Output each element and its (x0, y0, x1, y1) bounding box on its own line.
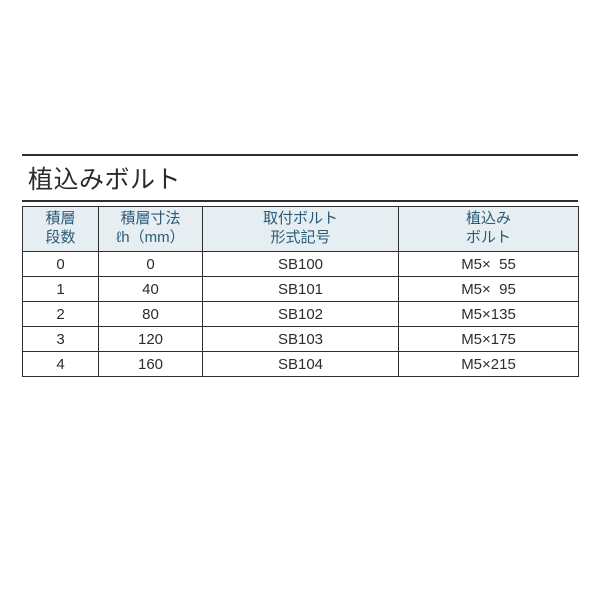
col-header-layers: 積層 段数 (23, 207, 99, 252)
col-header-height: 積層寸法 ℓh（mm） (99, 207, 203, 252)
cell-bolt: M5×135 (399, 302, 579, 327)
cell-model: SB101 (203, 277, 399, 302)
table-row: 0 0 SB100 M5× 55 (23, 252, 579, 277)
cell-height: 80 (99, 302, 203, 327)
col-header-model: 取付ボルト 形式記号 (203, 207, 399, 252)
cell-model: SB104 (203, 352, 399, 377)
cell-bolt: M5× 55 (399, 252, 579, 277)
table-row: 1 40 SB101 M5× 95 (23, 277, 579, 302)
cell-bolt: M5×215 (399, 352, 579, 377)
cell-bolt: M5× 95 (399, 277, 579, 302)
cell-layers: 0 (23, 252, 99, 277)
table-row: 2 80 SB102 M5×135 (23, 302, 579, 327)
cell-model: SB103 (203, 327, 399, 352)
cell-layers: 1 (23, 277, 99, 302)
col-header-bolt: 植込み ボルト (399, 207, 579, 252)
cell-layers: 3 (23, 327, 99, 352)
cell-model: SB100 (203, 252, 399, 277)
table-header-row: 積層 段数 積層寸法 ℓh（mm） 取付ボルト 形式記号 植込み ボルト (23, 207, 579, 252)
cell-height: 40 (99, 277, 203, 302)
cell-height: 160 (99, 352, 203, 377)
section-title: 植込みボルト (22, 154, 578, 202)
spec-table: 積層 段数 積層寸法 ℓh（mm） 取付ボルト 形式記号 植込み ボルト (22, 206, 579, 377)
table-row: 3 120 SB103 M5×175 (23, 327, 579, 352)
cell-height: 0 (99, 252, 203, 277)
cell-height: 120 (99, 327, 203, 352)
cell-model: SB102 (203, 302, 399, 327)
table-row: 4 160 SB104 M5×215 (23, 352, 579, 377)
cell-layers: 4 (23, 352, 99, 377)
cell-bolt: M5×175 (399, 327, 579, 352)
cell-layers: 2 (23, 302, 99, 327)
